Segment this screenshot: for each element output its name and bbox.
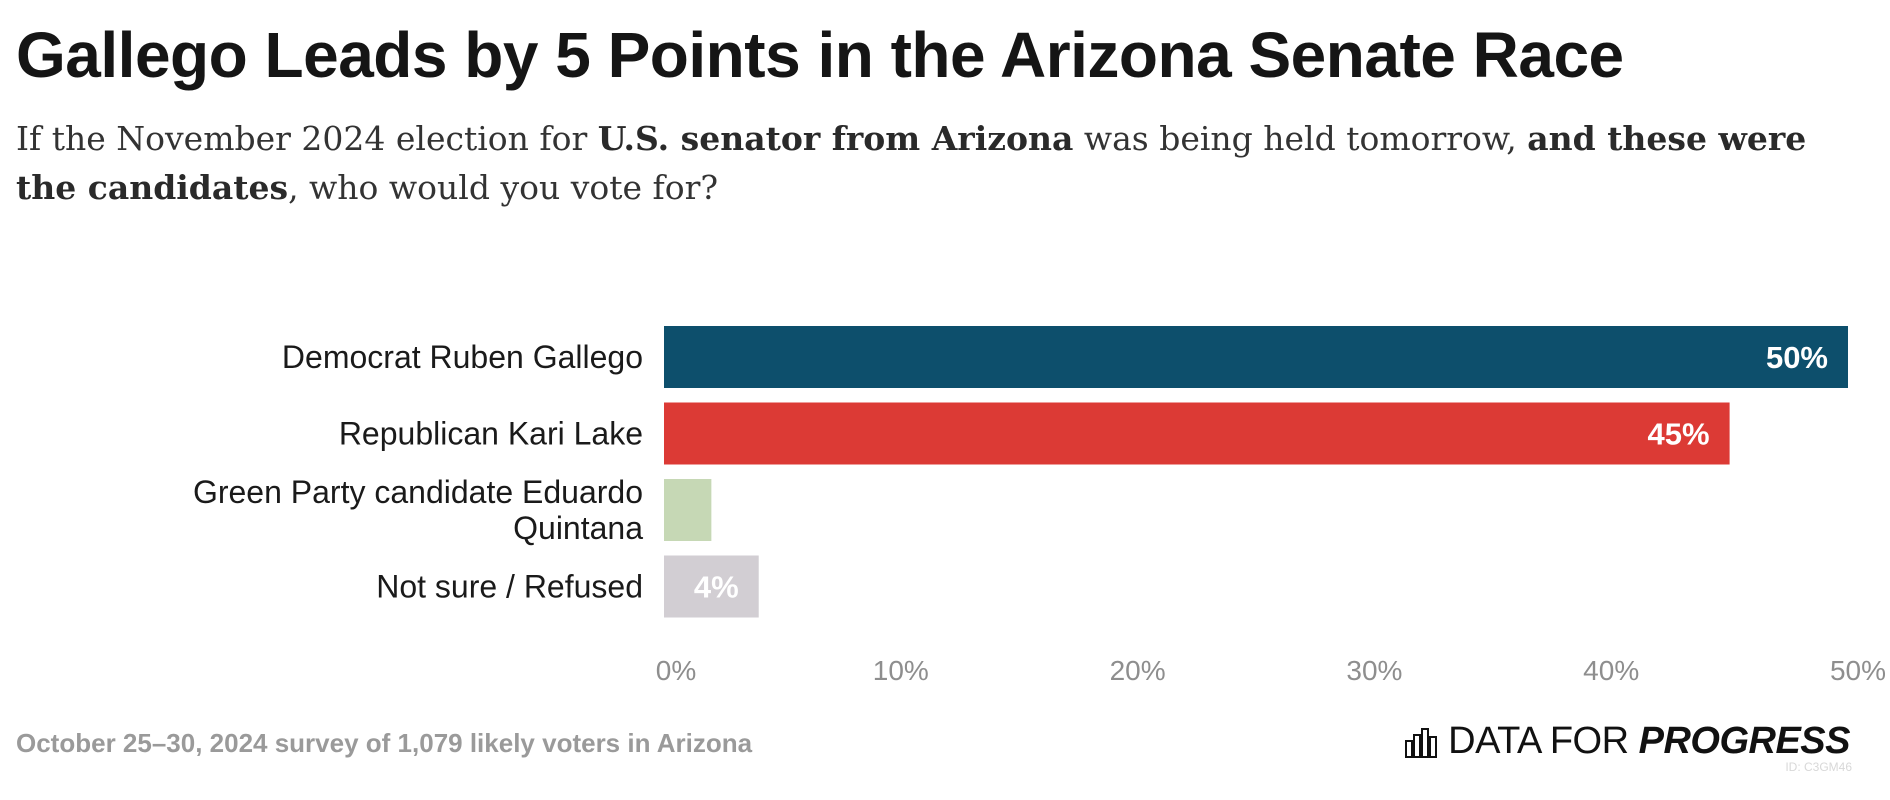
x-tick-label: 50%	[1830, 655, 1886, 686]
bar-2	[664, 402, 1730, 465]
data-label: 50%	[1766, 340, 1828, 375]
category-label: Green Party candidate Eduardo	[193, 474, 643, 510]
brand-name: DATA FOR PROGRESS	[1448, 720, 1850, 763]
data-label: 45%	[1648, 417, 1710, 452]
chart-subtitle: If the November 2024 election for U.S. s…	[16, 114, 1856, 212]
category-label: Democrat Ruben Gallego	[282, 339, 643, 375]
x-tick-label: 20%	[1110, 655, 1166, 686]
bar-3	[664, 479, 712, 541]
x-tick-label: 10%	[873, 655, 929, 686]
category-label: Republican Kari Lake	[339, 416, 643, 452]
data-label: 4%	[694, 570, 739, 605]
bar-chart-logo-icon	[1405, 727, 1438, 758]
subtitle-segment: If the November 2024 election for	[16, 119, 598, 158]
subtitle-segment: , who would you vote for?	[288, 168, 719, 207]
brand-logo: DATA FOR PROGRESS	[1404, 720, 1851, 763]
chart-title: Gallego Leads by 5 Points in the Arizona…	[16, 19, 1624, 91]
category-label: Quintana	[513, 510, 643, 546]
x-tick-label: 40%	[1583, 655, 1639, 686]
subtitle-segment: and these were the candidates	[16, 119, 1807, 207]
chart-id: ID: C3GM46	[1785, 760, 1852, 774]
survey-footnote: October 25–30, 2024 survey of 1,079 like…	[16, 728, 753, 758]
bar-1	[664, 326, 1848, 388]
category-label: Not sure / Refused	[376, 569, 643, 605]
subtitle-segment: was being held tomorrow,	[1073, 119, 1528, 158]
bar-4	[664, 555, 759, 618]
subtitle-segment: U.S. senator from Arizona	[597, 119, 1074, 158]
x-tick-label: 0%	[656, 655, 696, 686]
brand-name-part2: PROGRESS	[1638, 720, 1851, 762]
brand-name-part1: DATA FOR	[1448, 720, 1639, 762]
x-tick-label: 30%	[1346, 655, 1402, 686]
